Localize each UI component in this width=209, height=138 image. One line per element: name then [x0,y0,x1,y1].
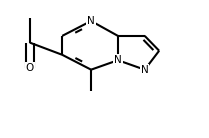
Text: O: O [26,63,34,73]
Text: N: N [114,55,122,65]
Text: N: N [87,16,95,26]
Text: N: N [141,65,149,75]
